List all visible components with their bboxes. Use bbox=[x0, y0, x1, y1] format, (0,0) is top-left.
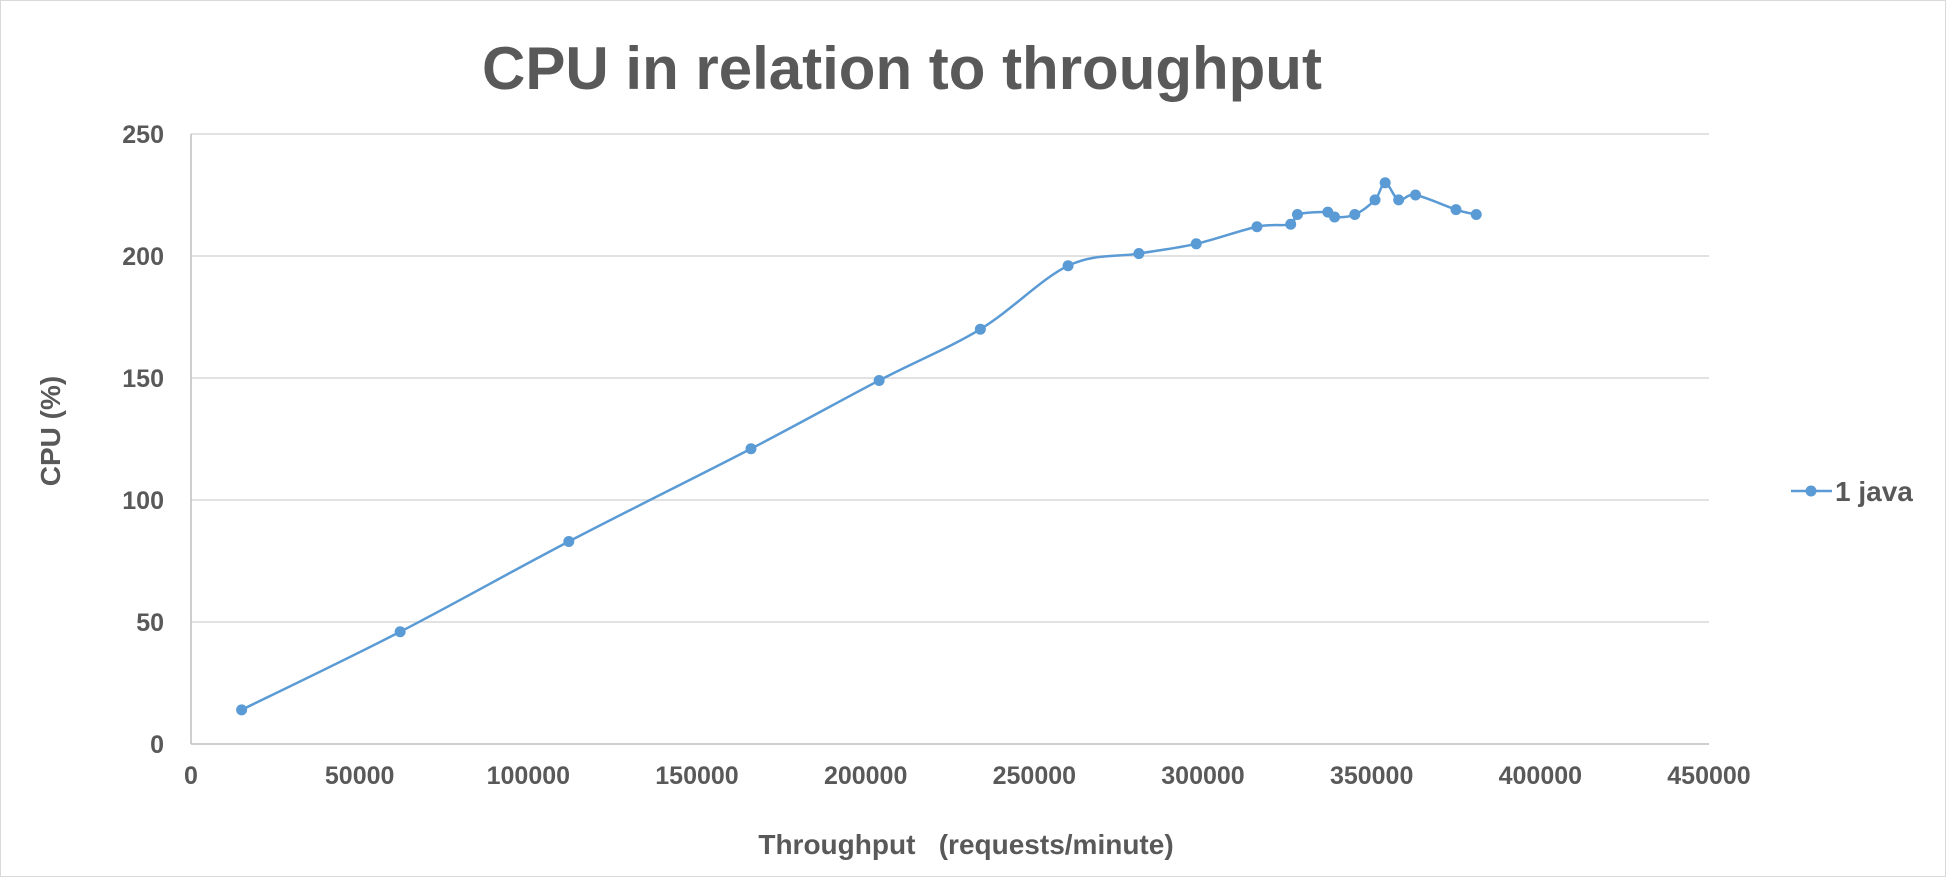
data-point-0-20 bbox=[1470, 209, 1482, 221]
data-point-0-13 bbox=[1329, 211, 1341, 223]
x-axis-title: Throughput (requests/minute) bbox=[758, 829, 1173, 860]
y-tick-label-0: 0 bbox=[150, 731, 164, 759]
y-axis-title: CPU (%) bbox=[35, 376, 66, 486]
x-tick-label-0: 0 bbox=[184, 762, 198, 790]
data-point-0-19 bbox=[1450, 204, 1462, 216]
data-point-0-10 bbox=[1285, 218, 1297, 230]
series-line-0 bbox=[241, 181, 1477, 711]
data-point-0-16 bbox=[1379, 177, 1391, 189]
data-point-0-8 bbox=[1190, 238, 1202, 250]
y-tick-label-250: 250 bbox=[122, 121, 164, 149]
x-tick-label-200000: 200000 bbox=[824, 762, 907, 790]
y-axis-tick-labels: 0 50 100 150 200 250 bbox=[122, 121, 164, 759]
chart-title: CPU in relation to throughput bbox=[482, 35, 1322, 102]
data-point-0-0 bbox=[236, 704, 248, 716]
legend-label-1-java: 1 java bbox=[1835, 476, 1913, 507]
x-tick-label-250000: 250000 bbox=[993, 762, 1076, 790]
data-point-0-14 bbox=[1349, 209, 1361, 221]
data-point-0-4 bbox=[873, 374, 885, 386]
data-point-0-1 bbox=[394, 626, 406, 638]
legend-swatch-marker bbox=[1805, 485, 1817, 497]
data-point-0-15 bbox=[1369, 194, 1381, 206]
x-axis-tick-labels: 0 50000 100000 150000 200000 250000 300000 3500… bbox=[184, 762, 1751, 790]
x-tick-label-400000: 400000 bbox=[1499, 762, 1582, 790]
gridlines bbox=[190, 133, 1709, 745]
x-tick-label-50000: 50000 bbox=[325, 762, 395, 790]
data-point-0-2 bbox=[563, 535, 575, 547]
data-point-0-6 bbox=[1062, 260, 1074, 272]
x-tick-label-450000: 450000 bbox=[1667, 762, 1750, 790]
data-point-0-9 bbox=[1251, 221, 1263, 233]
data-point-0-7 bbox=[1133, 248, 1145, 260]
x-tick-label-350000: 350000 bbox=[1330, 762, 1413, 790]
legend: 1 java bbox=[1791, 476, 1913, 507]
data-point-0-11 bbox=[1291, 209, 1303, 221]
x-tick-label-100000: 100000 bbox=[487, 762, 570, 790]
series-layer bbox=[236, 177, 1482, 716]
data-point-0-3 bbox=[745, 443, 757, 455]
y-tick-label-100: 100 bbox=[122, 487, 164, 515]
x-tick-label-300000: 300000 bbox=[1161, 762, 1244, 790]
x-tick-label-150000: 150000 bbox=[655, 762, 738, 790]
data-point-0-5 bbox=[974, 323, 986, 335]
y-tick-label-200: 200 bbox=[122, 243, 164, 271]
data-point-0-17 bbox=[1393, 194, 1405, 206]
data-point-0-18 bbox=[1410, 189, 1422, 201]
y-tick-label-50: 50 bbox=[136, 609, 164, 637]
y-tick-label-150: 150 bbox=[122, 365, 164, 393]
